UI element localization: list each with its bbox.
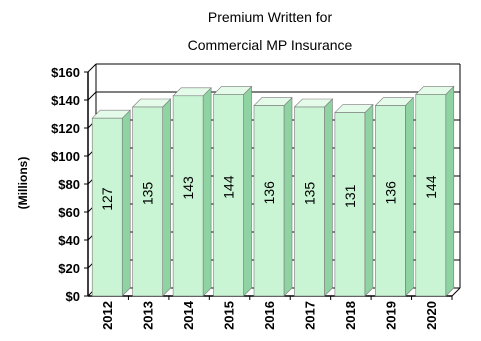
data-label-2012: 127 — [99, 187, 115, 211]
bar-side-2015 — [243, 85, 252, 297]
y-tick-label-1: $20 — [58, 261, 80, 276]
data-label-2017: 135 — [301, 182, 317, 206]
x-tick-label-2015: 2015 — [222, 301, 237, 330]
x-tick-label-2017: 2017 — [302, 301, 317, 330]
y-tick-label-8: $160 — [51, 65, 80, 80]
bar-side-2020 — [445, 85, 455, 297]
chart-title: Premium Written for Commercial MP Insura… — [188, 9, 353, 53]
bar-side-2014 — [202, 87, 212, 297]
bar-2012 — [91, 109, 131, 297]
bar-2016 — [253, 96, 293, 297]
x-tick-label-2012: 2012 — [100, 301, 115, 330]
x-tick-label-2020: 2020 — [424, 301, 439, 330]
bar-front-2018 — [334, 112, 366, 297]
bar-2018 — [334, 103, 374, 297]
y-tick-label-5: $100 — [51, 149, 80, 164]
y-tick-label-0: $0 — [66, 289, 80, 304]
bar-side-2013 — [162, 98, 171, 297]
bar-front-2016 — [253, 105, 285, 297]
x-tick-label-2013: 2013 — [141, 301, 156, 330]
bars: 127 135 143 144 136 135 131 136 144 — [91, 85, 455, 297]
y-tick-label-3: $60 — [58, 205, 80, 220]
bar-2014 — [172, 87, 212, 297]
data-label-2020: 144 — [423, 175, 439, 199]
bar-front-2020 — [415, 94, 447, 297]
floor-edge — [451, 287, 461, 297]
data-label-2016: 136 — [261, 181, 277, 205]
bar-2015 — [212, 85, 253, 297]
y-tick-label-4: $80 — [58, 177, 80, 192]
bar-2013 — [131, 98, 172, 297]
bar-front-2019 — [375, 105, 406, 297]
y-axis-label: (Millions) — [16, 157, 30, 210]
bar-2020 — [415, 85, 455, 297]
bar-side-2012 — [121, 109, 131, 297]
bar-front-2012 — [91, 117, 123, 297]
x-tick-label-2014: 2014 — [181, 300, 196, 330]
bar-side-2017 — [324, 98, 333, 297]
bar-2019 — [374, 96, 415, 297]
chart-title-line-1: Premium Written for — [208, 9, 333, 25]
bar-2017 — [293, 98, 334, 297]
bar-front-2013 — [132, 106, 163, 297]
x-tick-label-2018: 2018 — [343, 301, 358, 330]
bar-front-2015 — [213, 94, 244, 297]
y-tick-label-2: $40 — [58, 233, 80, 248]
bar-front-2017 — [294, 106, 325, 297]
data-label-2018: 131 — [342, 184, 358, 208]
y-tick-label-6: $120 — [51, 121, 80, 136]
x-tick-label-2016: 2016 — [262, 301, 277, 330]
chart-title-line-2: Commercial MP Insurance — [188, 37, 353, 53]
data-label-2015: 144 — [221, 175, 237, 199]
y-tick-labels: $0 $20 $40 $60 $80 $100 $120 $140 $160 — [51, 65, 88, 304]
data-label-2019: 136 — [382, 181, 398, 205]
y-tick-label-7: $140 — [51, 93, 80, 108]
bar-front-2014 — [172, 95, 204, 297]
data-label-2014: 143 — [180, 176, 196, 200]
x-tick-labels: 2012 2013 2014 2015 2016 2017 2018 2019 2020 — [100, 296, 453, 330]
grid-slant-7 — [87, 91, 97, 101]
x-tick-label-2019: 2019 — [383, 301, 398, 330]
bar-side-2019 — [405, 96, 414, 297]
data-label-2013: 135 — [140, 182, 156, 206]
grid-slant-8 — [87, 63, 97, 73]
bar-side-2018 — [364, 103, 374, 297]
bar-side-2016 — [283, 96, 293, 297]
